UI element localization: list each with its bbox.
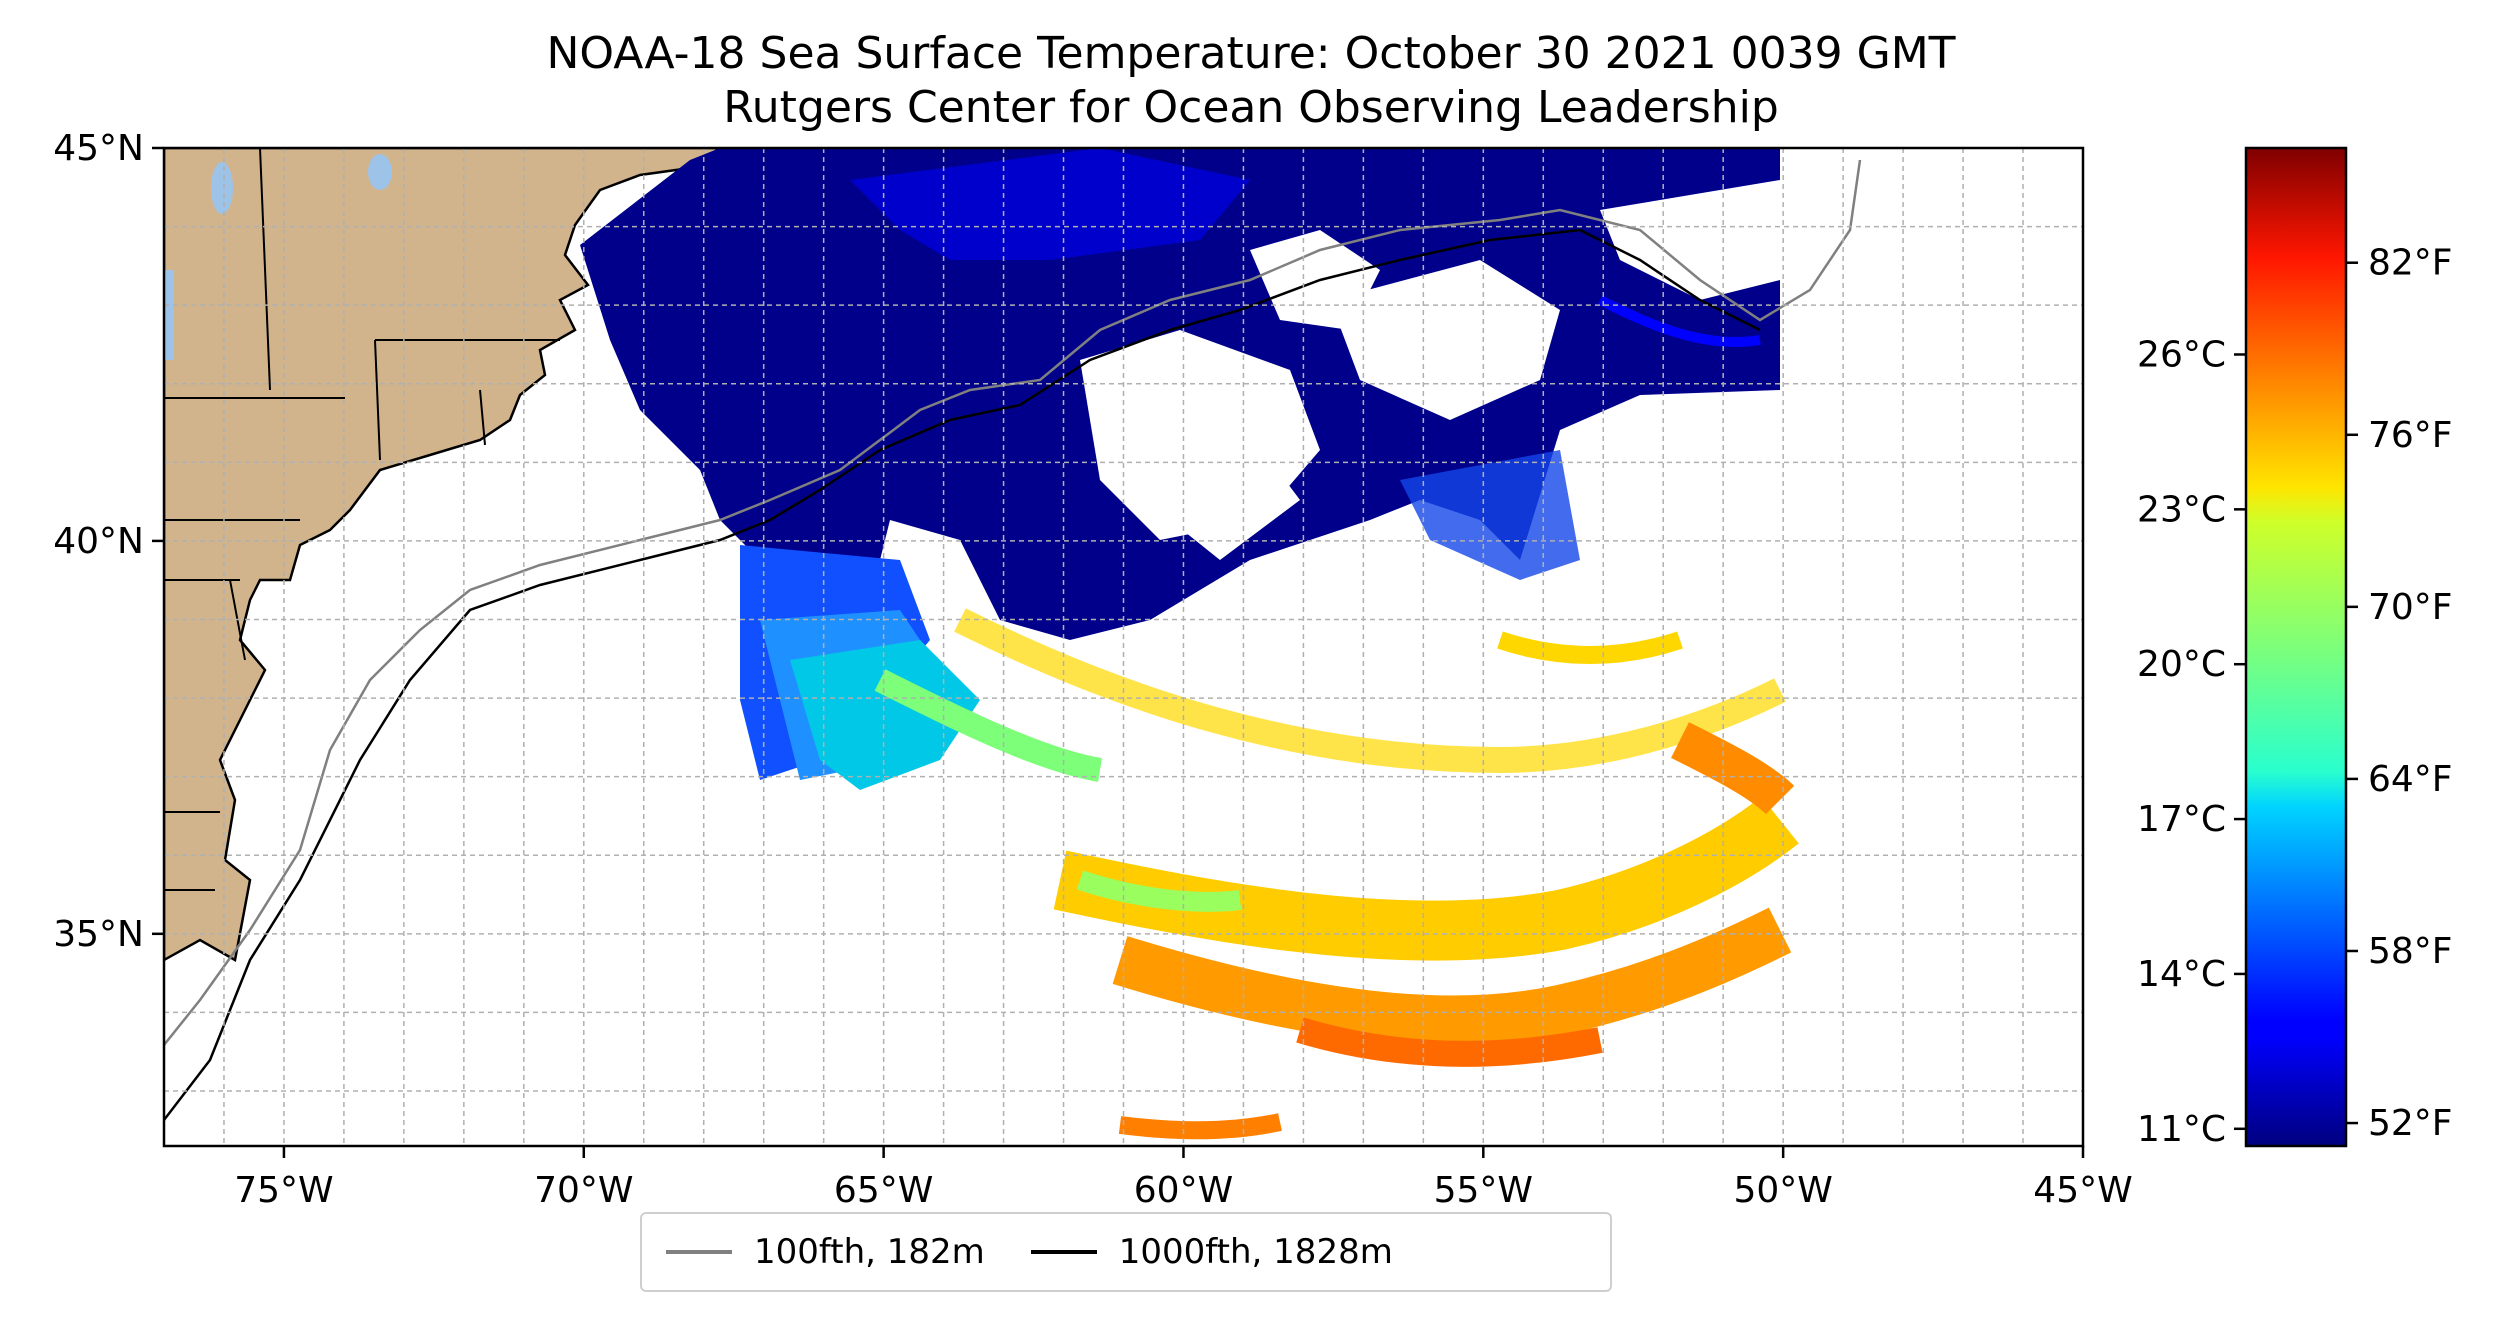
colorbar [2244, 146, 2348, 1148]
celsius-tick-label: 26°C [2137, 334, 2226, 375]
lon-tick-label: 45°W [2033, 1170, 2132, 1211]
fahrenheit-tick-label: 70°F [2368, 587, 2453, 628]
land-mass [164, 148, 723, 962]
fahrenheit-tick-label: 52°F [2368, 1103, 2453, 1144]
fahrenheit-tick-label: 76°F [2368, 415, 2453, 456]
map-frame [162, 146, 2085, 1148]
colorbar-celsius-axis: 11°C 14°C 17°C 20°C 23°C 26°C [2137, 334, 2246, 1150]
map-title: NOAA-18 Sea Surface Temperature: October… [546, 28, 1956, 79]
lat-tick-label: 35°N [53, 914, 144, 955]
lat-tick-label: 40°N [53, 521, 144, 562]
lake-champlain [211, 162, 233, 214]
sst-swath [580, 148, 1799, 1140]
colorbar-fahrenheit-axis: 52°F 58°F 64°F 70°F 76°F 82°F [2346, 243, 2453, 1144]
legend-item-100fth: 100fth, 182m [642, 1232, 985, 1272]
lon-tick-label: 50°W [1733, 1170, 1832, 1211]
lake-moosehead [368, 154, 392, 190]
map-subtitle: Rutgers Center for Ocean Observing Leade… [723, 82, 1779, 133]
fahrenheit-tick-label: 64°F [2368, 759, 2453, 800]
celsius-tick-label: 14°C [2137, 954, 2226, 995]
celsius-tick-label: 11°C [2137, 1109, 2226, 1150]
longitude-axis: 75°W 70°W 65°W 60°W 55°W 50°W 45°W [234, 1146, 2133, 1211]
lon-tick-label: 65°W [834, 1170, 933, 1211]
latitude-axis: 45°N 40°N 35°N [53, 128, 164, 955]
lon-tick-label: 70°W [534, 1170, 633, 1211]
contour-100fth [164, 159, 1862, 1046]
lon-tick-label: 55°W [1434, 1170, 1533, 1211]
celsius-tick-label: 17°C [2137, 799, 2226, 840]
celsius-tick-label: 23°C [2137, 489, 2226, 530]
legend-label-100fth: 100fth, 182m [754, 1232, 985, 1272]
lon-tick-label: 75°W [234, 1170, 333, 1211]
legend-swatch-100fth [666, 1250, 732, 1254]
lake-ontario-edge [164, 270, 174, 360]
legend-swatch-1000fth [1030, 1250, 1097, 1254]
contour-1000fth [164, 228, 1761, 1121]
legend-label-1000fth: 1000fth, 1828m [1118, 1232, 1393, 1272]
state-borders [164, 148, 560, 891]
fahrenheit-tick-label: 82°F [2368, 243, 2453, 284]
fahrenheit-tick-label: 58°F [2368, 931, 2453, 972]
map-area [164, 148, 2083, 1146]
legend-item-1000fth: 1000fth, 1828m [985, 1232, 1393, 1272]
legend: 100fth, 182m 1000fth, 1828m [640, 1212, 1612, 1292]
celsius-tick-label: 20°C [2137, 644, 2226, 685]
gridlines [163, 147, 2084, 1146]
lat-tick-label: 45°N [53, 128, 144, 169]
lon-tick-label: 60°W [1134, 1170, 1233, 1211]
